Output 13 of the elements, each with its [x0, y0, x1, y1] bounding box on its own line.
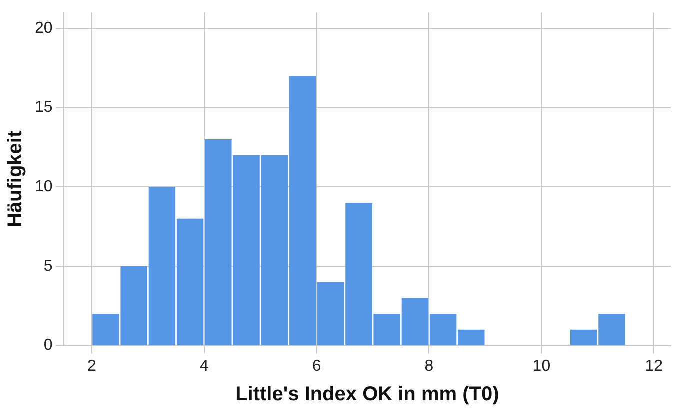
- x-tick-label: 4: [200, 358, 209, 375]
- y-tick-label: 15: [35, 99, 53, 116]
- y-tick-label: 20: [35, 20, 53, 37]
- x-tick-label: 6: [312, 358, 322, 375]
- y-tick-label: 5: [44, 258, 53, 275]
- x-tick-label: 12: [645, 358, 664, 375]
- x-tick-label: 2: [87, 358, 96, 375]
- y-tick-label: 10: [35, 178, 53, 196]
- y-axis-title: Häufigkeit: [4, 130, 27, 228]
- x-axis-title: Little's Index OK in mm (T0): [236, 384, 500, 406]
- x-tick-label: 8: [424, 358, 434, 375]
- y-tick-label: 0: [44, 337, 53, 354]
- x-tick-label: 10: [532, 358, 551, 375]
